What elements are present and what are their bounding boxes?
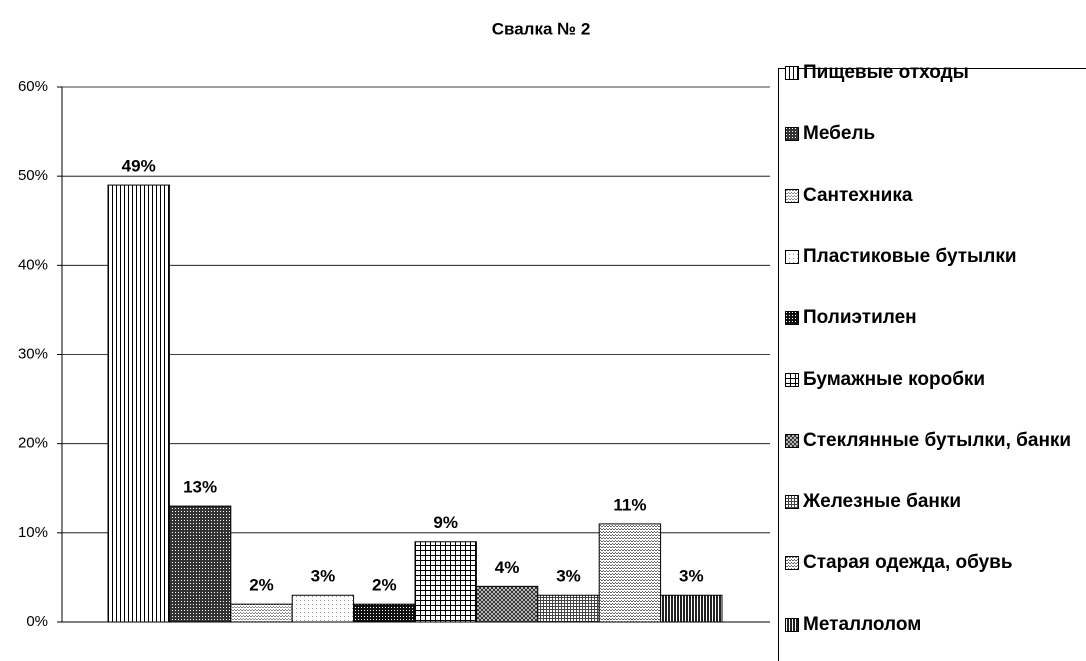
bar (353, 603, 416, 623)
legend: Пищевые отходы Мебель Сантехника Пластиковы… (778, 62, 1086, 661)
legend-entry: Пищевые отходы (785, 62, 1085, 84)
legend-label: Полиэтилен (803, 307, 917, 329)
legend-label: Старая одежда, обувь (803, 552, 1013, 574)
bar (230, 603, 293, 623)
legend-swatch (785, 617, 799, 632)
y-tick-label: 50% (18, 167, 48, 184)
legend-entry: Пластиковые бутылки (785, 246, 1085, 268)
legend-entry: Старая одежда, обувь (785, 552, 1085, 574)
legend-label: Стеклянные бутылки, банки (803, 429, 1072, 451)
y-tick-label: 40% (18, 256, 48, 273)
legend-swatch (785, 66, 799, 80)
legend-label: Бумажные коробки (803, 368, 986, 390)
bar (660, 594, 723, 623)
legend-label: Пищевые отходы (803, 62, 969, 83)
y-tick-label: 20% (18, 435, 48, 452)
bar (107, 184, 170, 623)
data-label: 49% (122, 157, 156, 176)
bar (537, 594, 600, 623)
legend-entry: Стеклянные бутылки, банки (785, 430, 1085, 452)
data-label: 2% (249, 576, 274, 595)
legend-swatch (785, 556, 799, 571)
legend-swatch (785, 372, 799, 387)
legend-entry: Бумажные коробки (785, 369, 1085, 391)
data-label: 3% (556, 567, 581, 586)
data-label: 13% (183, 478, 217, 497)
bar (475, 585, 539, 623)
bar (168, 505, 232, 623)
legend-entry: Сантехника (785, 185, 1085, 207)
data-label: 11% (613, 495, 646, 514)
data-label: 9% (433, 513, 458, 532)
legend-swatch (785, 433, 799, 448)
bar (414, 541, 477, 623)
legend-label: Металлолом (803, 613, 922, 635)
y-tick-label: 0% (26, 613, 48, 630)
y-tick-label: 60% (18, 78, 48, 95)
legend-swatch (785, 495, 799, 510)
chart-title: Свалка № 2 (492, 19, 591, 38)
legend-label: Пластиковые бутылки (803, 245, 1017, 267)
data-label: 4% (495, 558, 520, 577)
legend-swatch (785, 188, 799, 203)
y-tick-label: 30% (18, 345, 48, 362)
legend-entry: Полиэтилен (785, 307, 1085, 329)
bar (291, 594, 355, 623)
legend-entry: Металлолом (785, 614, 1085, 636)
legend-swatch (785, 249, 799, 264)
legend-label: Железные банки (803, 491, 962, 513)
y-tick-label: 10% (18, 524, 48, 541)
legend-swatch (785, 311, 799, 326)
data-label: 3% (679, 567, 704, 586)
legend-entry: Мебель (785, 123, 1085, 145)
bar (598, 523, 662, 623)
legend-label: Сантехника (803, 184, 913, 206)
legend-swatch (785, 127, 799, 142)
chart: Свалка № 2 0% 10% 20% 30% 40% 50% 60% 49% 13% 2% 3… (18, 19, 770, 630)
data-label: 2% (372, 576, 397, 595)
data-label: 3% (311, 567, 336, 586)
legend-label: Мебель (803, 123, 876, 145)
legend-entry: Железные банки (785, 491, 1085, 513)
